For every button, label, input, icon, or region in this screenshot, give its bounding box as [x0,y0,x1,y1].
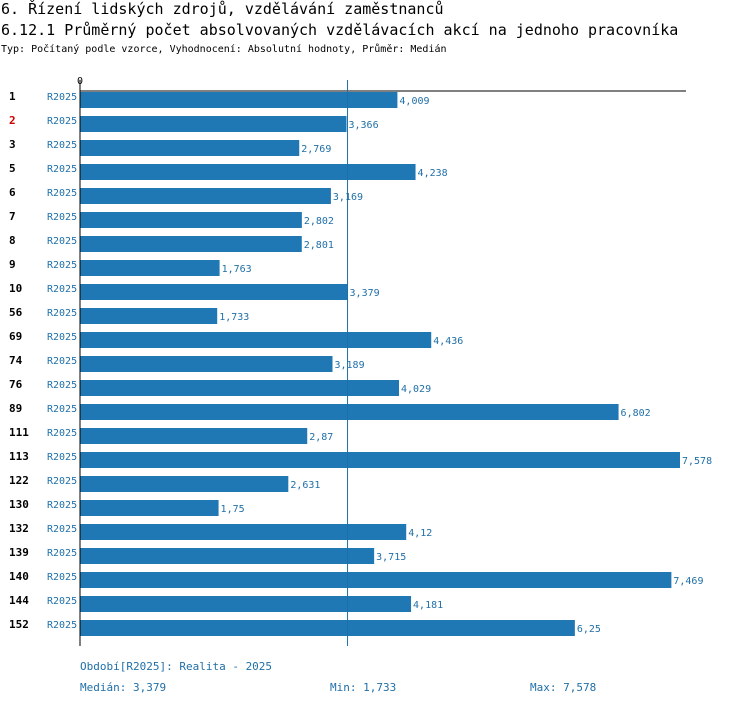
series-label: R2025 [47,548,77,559]
value-label: 2,801 [304,240,334,251]
value-label: 4,238 [418,168,448,179]
category-label: 3 [9,138,16,151]
value-label: 7,578 [682,456,712,467]
footer-period: Období[R2025]: Realita - 2025 [80,660,273,673]
value-label: 6,25 [577,624,601,635]
category-label: 6 [9,186,16,199]
category-label: 2 [9,114,16,127]
category-label: 76 [9,378,23,391]
footer-max: Max: 7,578 [530,681,597,694]
category-label: 111 [9,426,29,439]
category-label: 74 [9,354,23,367]
series-label: R2025 [47,308,77,319]
footer-min: Min: 1,733 [330,681,397,694]
bar [80,236,302,252]
value-label: 7,469 [673,576,703,587]
value-label: 2,769 [301,144,331,155]
value-label: 4,12 [408,528,432,539]
series-label: R2025 [47,596,77,607]
bar [80,524,407,540]
category-label: 7 [9,210,16,223]
category-label: 122 [9,474,29,487]
category-label: 56 [9,306,23,319]
value-label: 3,366 [349,120,379,131]
category-label: 132 [9,522,29,535]
value-label: 2,631 [290,480,320,491]
value-label: 1,763 [222,264,252,275]
series-label: R2025 [47,356,77,367]
bar [80,548,375,564]
series-label: R2025 [47,332,77,343]
bar [80,572,672,588]
bar [80,596,412,612]
series-label: R2025 [47,452,77,463]
series-label: R2025 [47,428,77,439]
category-label: 144 [9,594,29,607]
series-label: R2025 [47,572,77,583]
category-label: 140 [9,570,29,583]
series-label: R2025 [47,92,77,103]
series-label: R2025 [47,620,77,631]
bar [80,428,308,444]
category-label: 9 [9,258,16,271]
value-label: 2,802 [304,216,334,227]
series-label: R2025 [47,380,77,391]
series-label: R2025 [47,260,77,271]
value-label: 3,379 [350,288,380,299]
bar [80,332,432,348]
value-label: 3,715 [376,552,406,563]
category-label: 10 [9,282,22,295]
bar [80,260,220,276]
series-label: R2025 [47,284,77,295]
series-label: R2025 [47,476,77,487]
series-label: R2025 [47,236,77,247]
bar [80,380,400,396]
footer-median: Medián: 3,379 [80,681,167,694]
category-label: 130 [9,498,29,511]
bar [80,140,300,156]
category-label: 69 [9,330,22,343]
value-label: 3,189 [334,360,364,371]
category-label: 152 [9,618,29,631]
series-label: R2025 [47,500,77,511]
bar [80,452,680,468]
bar [80,476,289,492]
bar [80,284,348,300]
value-label: 4,181 [413,600,443,611]
category-label: 139 [9,546,29,559]
series-label: R2025 [47,524,77,535]
bar [80,308,218,324]
page-title: 6. Řízení lidských zdrojů, vzdělávání za… [1,0,444,18]
bar [80,188,331,204]
chart-title: 6.12.1 Průměrný počet absolvovaných vzdě… [1,21,679,39]
series-label: R2025 [47,212,77,223]
series-label: R2025 [47,404,77,415]
bar [80,356,333,372]
series-label: R2025 [47,164,77,175]
series-label: R2025 [47,188,77,199]
category-label: 5 [9,162,16,175]
category-label: 8 [9,234,16,247]
bar [80,92,398,108]
value-label: 2,87 [309,432,333,443]
bar [80,500,219,516]
value-label: 1,75 [221,504,245,515]
bar [80,620,575,636]
bar [80,164,416,180]
bar [80,404,619,420]
chart-subtitle: Typ: Počítaný podle vzorce, Vyhodnocení:… [1,44,447,55]
value-label: 4,009 [399,96,429,107]
bar [80,212,302,228]
series-label: R2025 [47,140,77,151]
value-label: 6,802 [621,408,651,419]
series-label: R2025 [47,116,77,127]
value-label: 4,436 [433,336,463,347]
value-label: 4,029 [401,384,431,395]
category-label: 1 [9,90,16,103]
value-label: 1,733 [219,312,249,323]
bar [80,116,347,132]
category-label: 113 [9,450,29,463]
category-label: 89 [9,402,22,415]
